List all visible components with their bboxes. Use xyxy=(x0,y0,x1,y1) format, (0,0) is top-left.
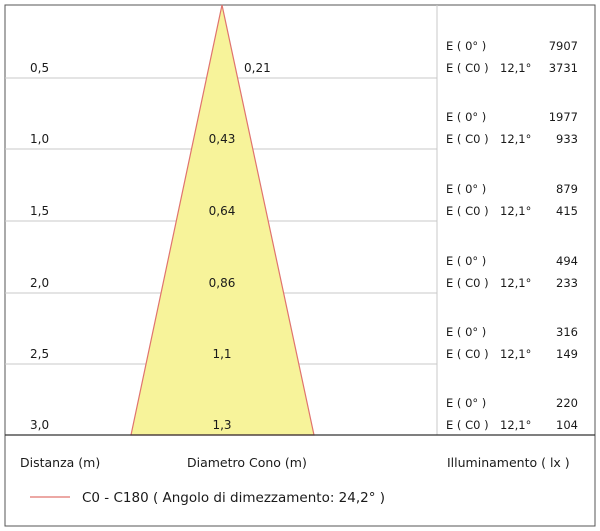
header-distance: Distanza (m) xyxy=(20,455,100,470)
illuminance-e0-label: E ( 0° ) xyxy=(446,182,486,196)
half-angle-label: 12,1° xyxy=(500,276,531,290)
illuminance-e0-value: 879 xyxy=(556,182,578,196)
cone-diameter-label: 1,1 xyxy=(212,347,231,361)
illuminance-e0-value: 7907 xyxy=(549,39,578,53)
distance-label: 2,0 xyxy=(30,276,49,290)
header-illuminance: Illuminamento ( lx ) xyxy=(447,455,570,470)
half-angle-label: 12,1° xyxy=(500,418,531,432)
illuminance-ec0-label: E ( C0 ) xyxy=(446,204,489,218)
illuminance-ec0-value: 233 xyxy=(556,276,578,290)
illuminance-ec0-label: E ( C0 ) xyxy=(446,276,489,290)
cone-diameter-label: 0,43 xyxy=(209,132,236,146)
illuminance-e0-value: 220 xyxy=(556,396,578,410)
illuminance-e0-label: E ( 0° ) xyxy=(446,39,486,53)
cone-diameter-label: 0,64 xyxy=(209,204,236,218)
legend-label: C0 - C180 ( Angolo di dimezzamento: 24,2… xyxy=(82,490,385,506)
illuminance-e0-label: E ( 0° ) xyxy=(446,396,486,410)
distance-label: 2,5 xyxy=(30,347,49,361)
illuminance-ec0-label: E ( C0 ) xyxy=(446,418,489,432)
half-angle-label: 12,1° xyxy=(500,132,531,146)
illuminance-e0-label: E ( 0° ) xyxy=(446,110,486,124)
illuminance-ec0-value: 933 xyxy=(556,132,578,146)
illuminance-ec0-label: E ( C0 ) xyxy=(446,132,489,146)
distance-label: 1,5 xyxy=(30,204,49,218)
illuminance-ec0-value: 104 xyxy=(556,418,578,432)
cone-diameter-label: 0,21 xyxy=(244,61,271,75)
illuminance-ec0-value: 3731 xyxy=(549,61,578,75)
distance-label: 1,0 xyxy=(30,132,49,146)
illuminance-e0-label: E ( 0° ) xyxy=(446,325,486,339)
illuminance-e0-value: 494 xyxy=(556,254,578,268)
illuminance-e0-label: E ( 0° ) xyxy=(446,254,486,268)
header-diameter: Diametro Cono (m) xyxy=(187,455,307,470)
illuminance-ec0-value: 415 xyxy=(556,204,578,218)
distance-label: 0,5 xyxy=(30,61,49,75)
illuminance-ec0-value: 149 xyxy=(556,347,578,361)
cone-diameter-label: 0,86 xyxy=(209,276,236,290)
cone-diameter-label: 1,3 xyxy=(212,418,231,432)
illuminance-e0-value: 1977 xyxy=(549,110,578,124)
illuminance-ec0-label: E ( C0 ) xyxy=(446,61,489,75)
illuminance-e0-value: 316 xyxy=(556,325,578,339)
rows-layer: 0,5 0,21 E ( 0° ) 7907 E ( C0 ) 12,1° 3731 1,0 0… xyxy=(30,39,578,432)
illuminance-ec0-label: E ( C0 ) xyxy=(446,347,489,361)
half-angle-label: 12,1° xyxy=(500,347,531,361)
half-angle-label: 12,1° xyxy=(500,61,531,75)
half-angle-label: 12,1° xyxy=(500,204,531,218)
outer-frame xyxy=(4,4,596,527)
distance-label: 3,0 xyxy=(30,418,49,432)
